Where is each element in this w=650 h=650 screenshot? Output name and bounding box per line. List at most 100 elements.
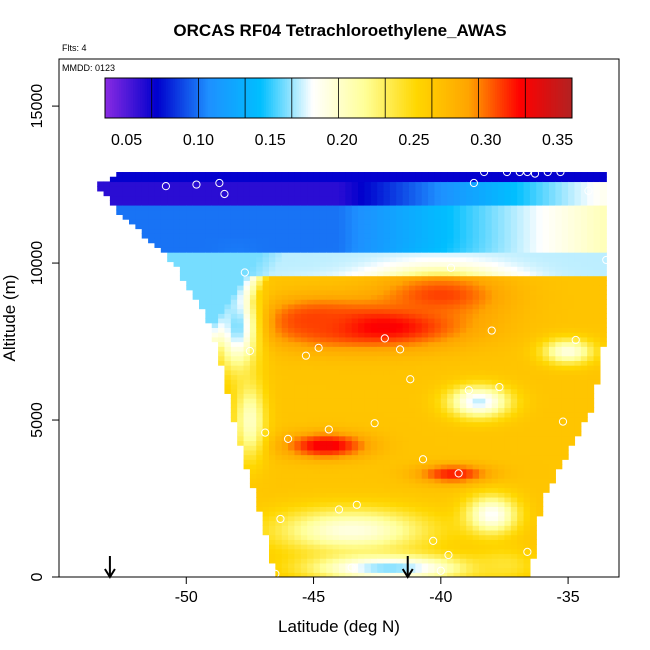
heatmap-cell — [319, 336, 327, 343]
heatmap-cell — [491, 172, 499, 178]
heatmap-cell — [517, 195, 525, 201]
heatmap-cell — [377, 223, 385, 230]
heatmap-cell — [186, 195, 194, 201]
heatmap-cell — [555, 176, 563, 183]
heatmap-cell — [409, 200, 416, 206]
heatmap-cell — [294, 548, 302, 555]
heatmap-cell — [510, 379, 518, 385]
heatmap-cell — [269, 186, 276, 192]
heatmap-cell — [281, 558, 289, 564]
heatmap-cell — [313, 487, 321, 493]
heatmap-cell — [587, 332, 595, 338]
heatmap-cell — [249, 416, 257, 423]
heatmap-cell — [568, 252, 576, 258]
heatmap-cell — [587, 407, 595, 413]
heatmap-cell — [179, 252, 187, 258]
heatmap-cell — [358, 308, 366, 314]
heatmap-cell — [326, 186, 334, 192]
heatmap-cell — [434, 346, 442, 352]
heatmap-cell — [402, 492, 410, 498]
heatmap-cell — [269, 219, 276, 225]
heatmap-cell — [230, 242, 238, 248]
heatmap-cell — [555, 332, 563, 338]
heatmap-cell — [504, 506, 512, 512]
heatmap-cell — [243, 228, 251, 234]
heatmap-cell — [517, 176, 525, 183]
heatmap-cell — [269, 383, 276, 390]
heatmap-cell — [409, 303, 416, 310]
heatmap-cell — [358, 388, 366, 394]
heatmap-cell — [237, 421, 245, 427]
heatmap-cell — [459, 303, 467, 310]
heatmap-cell — [466, 280, 474, 286]
heatmap-cell — [453, 463, 461, 470]
heatmap-cell — [415, 186, 423, 192]
heatmap-cell — [383, 459, 391, 465]
heatmap-cell — [256, 374, 264, 380]
heatmap-cell — [574, 318, 582, 324]
heatmap-cell — [383, 515, 391, 522]
heatmap-cell — [230, 303, 238, 310]
heatmap-cell — [345, 204, 353, 211]
heatmap-cell — [453, 275, 461, 281]
heatmap-cell — [479, 369, 486, 376]
heatmap-cell — [587, 195, 595, 201]
heatmap-cell — [211, 275, 219, 281]
heatmap-cell — [275, 558, 283, 564]
heatmap-cell — [523, 237, 531, 244]
heatmap-cell — [262, 318, 270, 324]
heatmap-cell — [351, 332, 359, 338]
heatmap-cell — [504, 435, 512, 442]
heatmap-cell — [555, 402, 563, 409]
heatmap-cell — [466, 186, 474, 192]
heatmap-cell — [568, 294, 576, 300]
heatmap-cell — [192, 181, 200, 187]
heatmap-cell — [332, 426, 340, 432]
heatmap-cell — [211, 308, 219, 314]
heatmap-cell — [281, 350, 289, 357]
heatmap-cell — [504, 223, 512, 230]
heatmap-cell — [339, 558, 346, 564]
heatmap-cell — [383, 482, 391, 489]
heatmap-cell — [275, 336, 283, 343]
heatmap-cell — [542, 204, 550, 211]
heatmap-cell — [281, 473, 289, 479]
heatmap-cell — [339, 214, 346, 220]
heatmap-cell — [428, 553, 436, 559]
heatmap-cell — [294, 204, 302, 211]
heatmap-cell — [498, 332, 506, 338]
heatmap-cell — [504, 459, 512, 465]
heatmap-cell — [116, 181, 124, 187]
heatmap-cell — [504, 468, 512, 474]
heatmap-cell — [472, 280, 480, 286]
heatmap-cell — [186, 237, 194, 244]
heatmap-cell — [269, 374, 276, 380]
heatmap-cell — [510, 515, 518, 522]
heatmap-cell — [332, 322, 340, 329]
heatmap-cell — [523, 501, 531, 507]
heatmap-cell — [179, 190, 187, 197]
heatmap-cell — [453, 558, 461, 564]
heatmap-cell — [364, 223, 372, 230]
heatmap-cell — [281, 435, 289, 442]
heatmap-cell — [434, 252, 442, 258]
heatmap-cell — [485, 195, 493, 201]
heatmap-cell — [529, 233, 537, 239]
heatmap-cell — [154, 237, 162, 244]
heatmap-cell — [389, 223, 397, 230]
heatmap-cell — [377, 270, 385, 277]
heatmap-cell — [370, 407, 378, 413]
heatmap-cell — [351, 346, 359, 352]
heatmap-cell — [421, 383, 429, 390]
heatmap-cell — [536, 501, 544, 507]
heatmap-cell — [148, 204, 156, 211]
heatmap-cell — [536, 421, 544, 427]
heatmap-cell — [345, 223, 353, 230]
heatmap-cell — [549, 172, 556, 178]
heatmap-cell — [192, 285, 200, 291]
heatmap-cell — [396, 454, 404, 460]
heatmap-cell — [345, 341, 353, 347]
heatmap-cell — [491, 341, 499, 347]
heatmap-cell — [561, 355, 569, 361]
heatmap-cell — [396, 572, 404, 577]
